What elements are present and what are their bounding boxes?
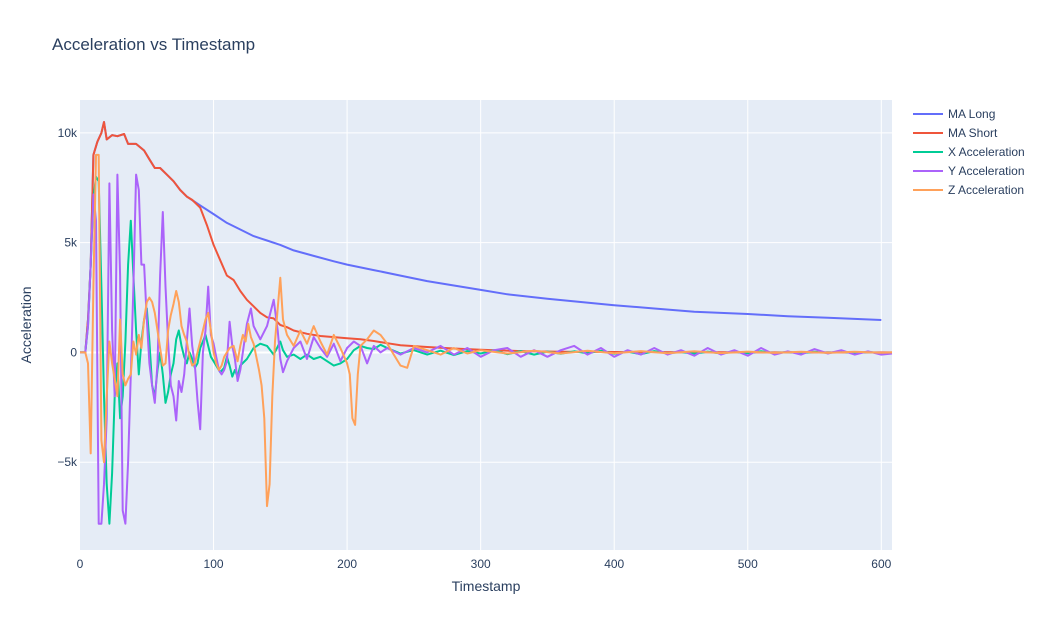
y-tick-label: 0 [70, 345, 77, 359]
legend-label: MA Short [948, 126, 998, 140]
grid-lines [80, 100, 892, 550]
y-axis-ticks: −5k 0 5k 10k [57, 126, 78, 469]
series-group [80, 121, 893, 525]
chart-title: Acceleration vs Timestamp [52, 35, 255, 54]
y-axis-title: Acceleration [18, 286, 34, 363]
y-tick-label: −5k [57, 455, 78, 469]
x-tick-label: 400 [604, 557, 624, 571]
legend-item[interactable]: Y Acceleration [913, 164, 1025, 178]
series-line-z-acceleration[interactable] [80, 153, 893, 508]
x-tick-label: 500 [738, 557, 758, 571]
x-tick-label: 300 [471, 557, 491, 571]
legend-item[interactable]: X Acceleration [913, 145, 1025, 159]
x-tick-label: 200 [337, 557, 357, 571]
x-axis-ticks: 0 100 200 300 400 500 600 [77, 557, 892, 571]
x-tick-label: 100 [204, 557, 224, 571]
legend-item[interactable]: MA Long [913, 107, 995, 121]
legend-label: Z Acceleration [948, 183, 1024, 197]
x-tick-label: 0 [77, 557, 84, 571]
y-tick-label: 10k [58, 126, 78, 140]
legend-item[interactable]: MA Short [913, 126, 998, 140]
legend-label: Y Acceleration [948, 164, 1025, 178]
legend-label: X Acceleration [948, 145, 1025, 159]
x-tick-label: 600 [871, 557, 891, 571]
y-tick-label: 5k [64, 236, 78, 250]
plot-area [80, 100, 892, 550]
legend-label: MA Long [948, 107, 995, 121]
x-axis-title: Timestamp [452, 578, 521, 594]
legend[interactable]: MA Long MA Short X Acceleration Y Accelerat… [913, 107, 1025, 197]
series-line-ma-short[interactable] [80, 121, 892, 354]
legend-item[interactable]: Z Acceleration [913, 183, 1024, 197]
